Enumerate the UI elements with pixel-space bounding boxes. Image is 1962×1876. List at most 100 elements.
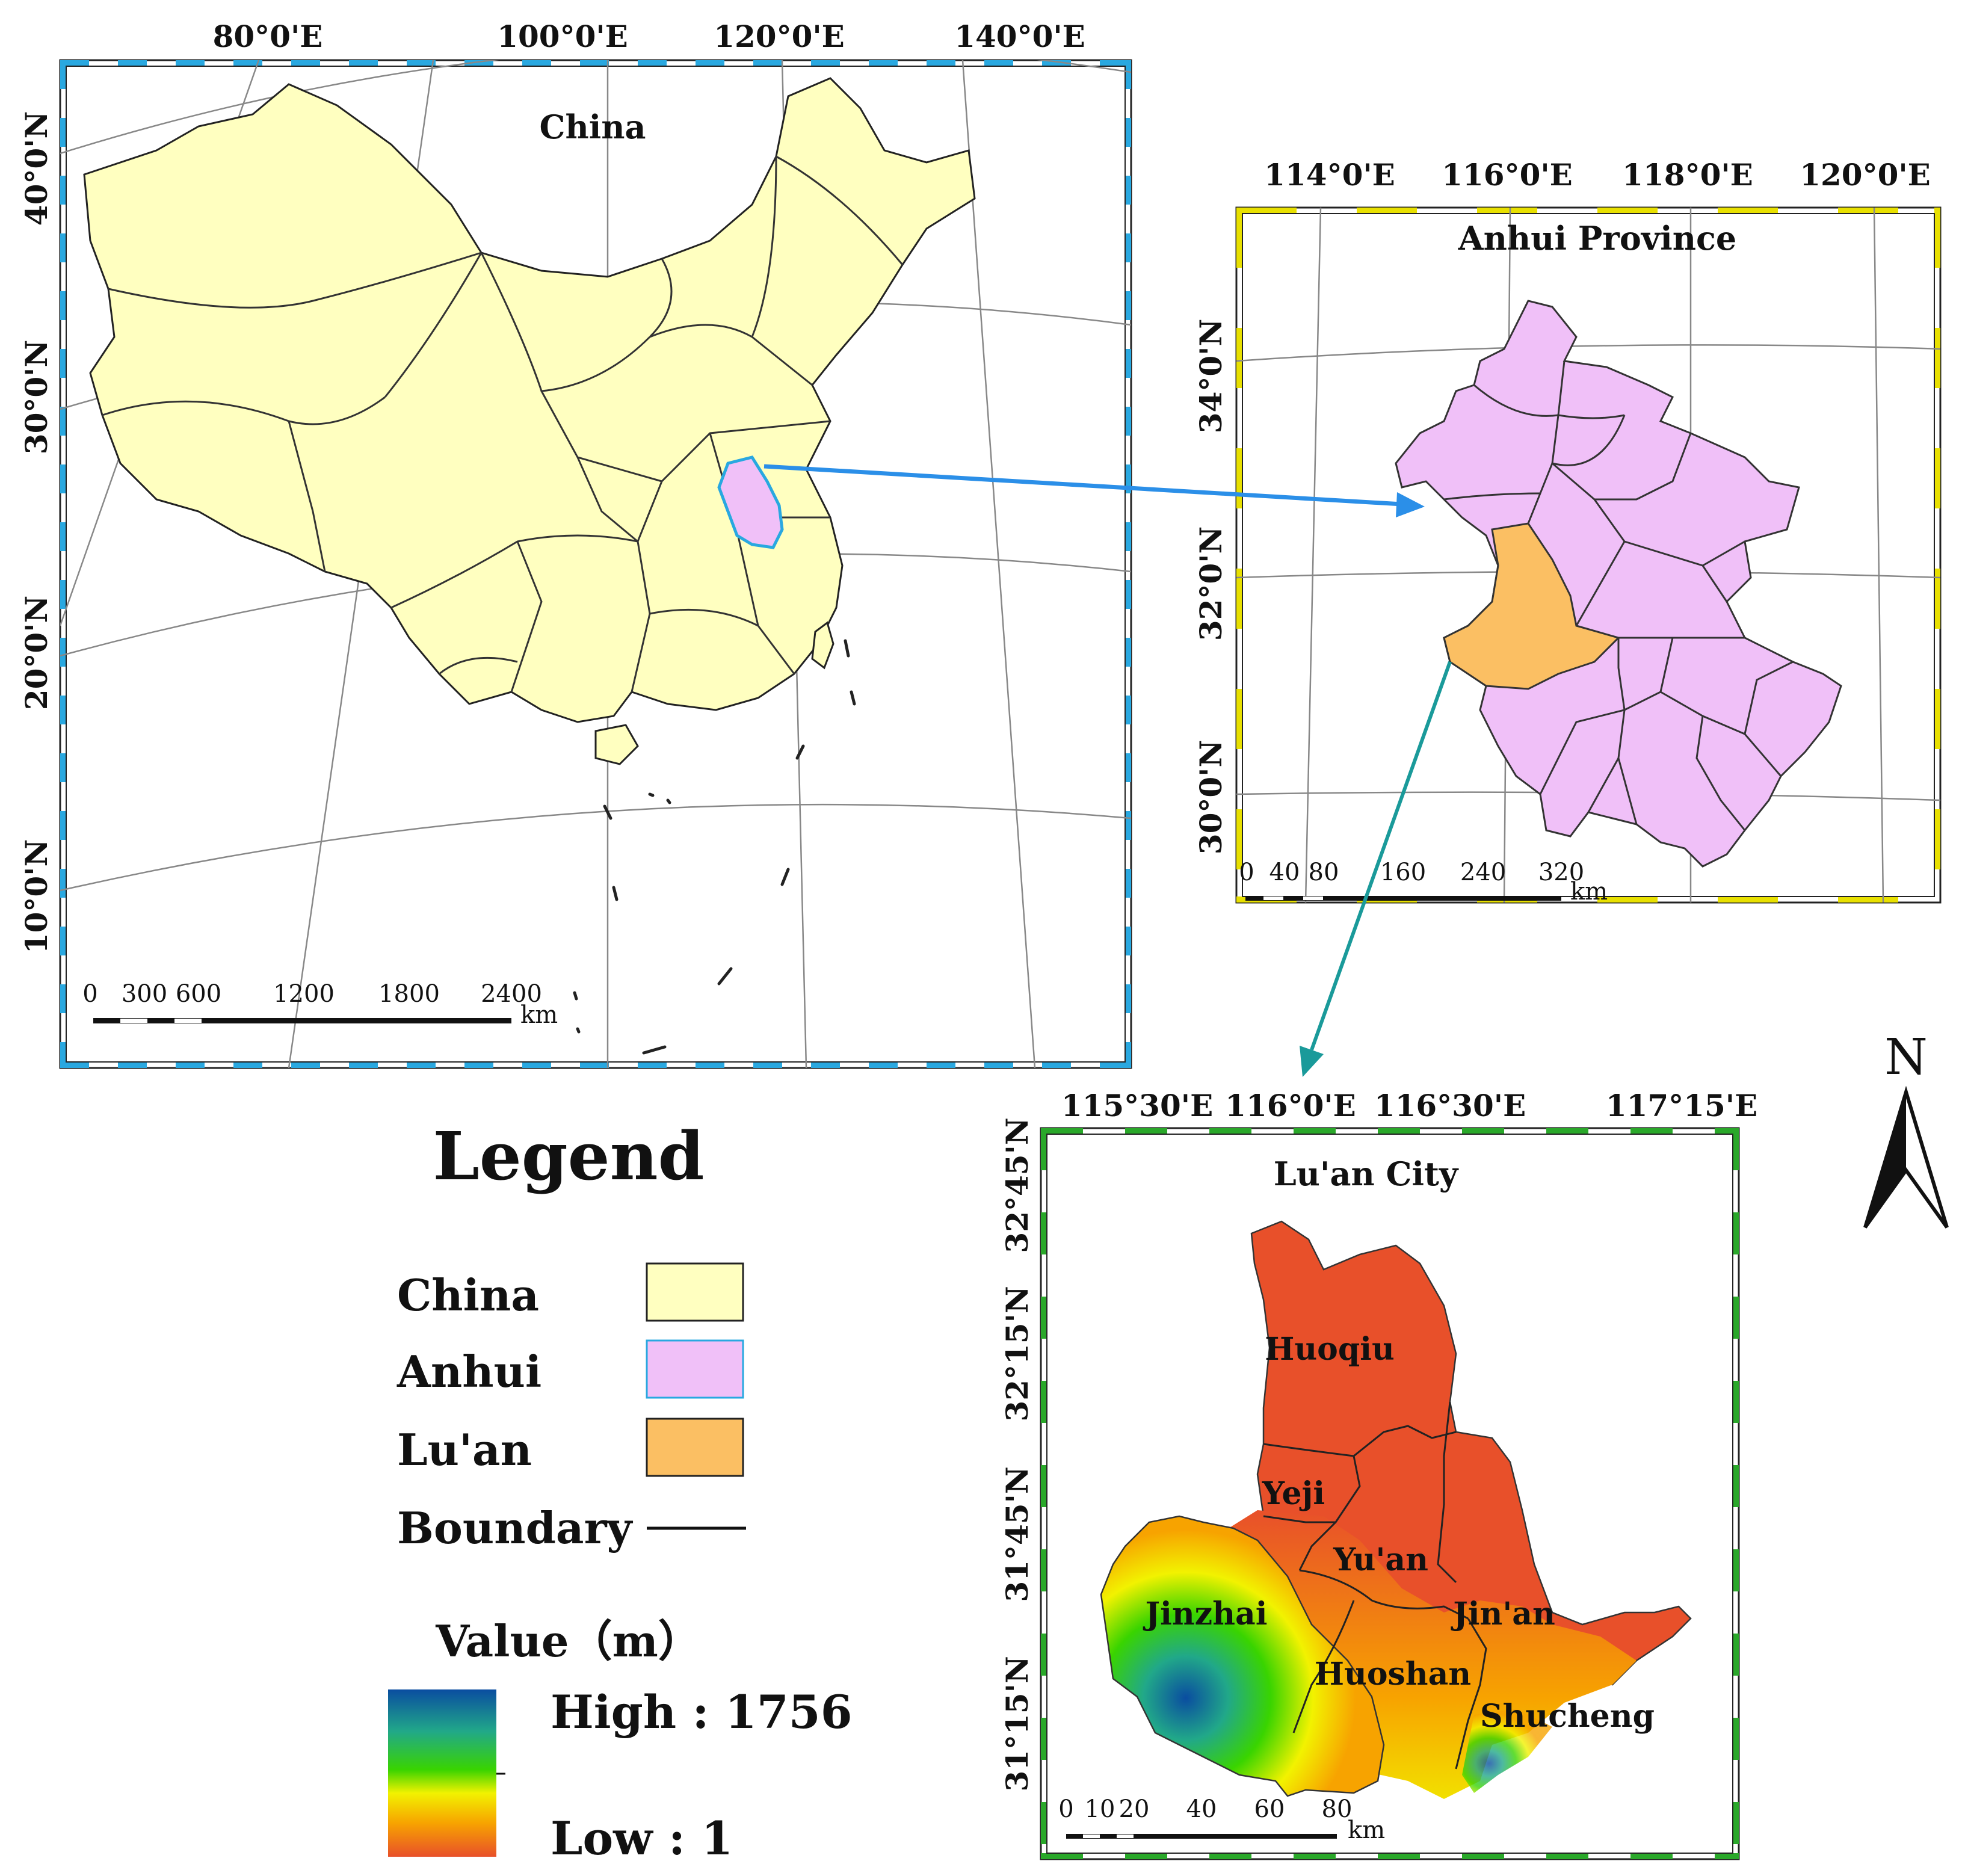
china-map-title: China — [539, 108, 646, 146]
frame-tick — [60, 349, 66, 378]
frame-tick — [1236, 569, 1242, 629]
anhui-frame-ticks — [1236, 208, 1940, 903]
luan-lon-label: 115°30'E — [1061, 1088, 1213, 1123]
frame-tick — [1041, 1128, 1047, 1170]
frame-tick — [638, 60, 667, 66]
frame-tick — [1718, 208, 1778, 214]
luan-scale-label: 40 — [1186, 1795, 1217, 1823]
frame-tick — [1041, 1549, 1047, 1591]
frame-tick — [1236, 208, 1242, 268]
anhui-city-boundaries — [1443, 360, 1794, 831]
south-china-sea-islands — [573, 639, 856, 1055]
frame-tick — [291, 1062, 320, 1068]
frame-tick — [291, 60, 320, 66]
county-label-jinan: Jin'an — [1451, 1596, 1555, 1632]
anhui-province-shape — [1395, 300, 1842, 868]
legend-title: Legend — [433, 1117, 704, 1195]
frame-tick — [1125, 638, 1131, 667]
luan-lat-label: 32°45'N — [999, 1117, 1035, 1253]
china-scale-label: 0 — [82, 980, 97, 1008]
frame-tick — [1718, 896, 1778, 903]
luan-lat-label: 31°15'N — [999, 1656, 1035, 1791]
anhui-scale-label: 0 — [1239, 859, 1254, 886]
anhui-lon-label: 116°0'E — [1442, 157, 1573, 193]
legend-item-label: Lu'an — [397, 1424, 532, 1475]
hainan-island — [594, 724, 639, 765]
frame-tick — [984, 1062, 1013, 1068]
legend-color-ramp — [388, 1689, 496, 1857]
frame-tick — [1125, 1853, 1167, 1859]
frame-tick — [1125, 869, 1131, 898]
china-lat-label: 30°0'N — [19, 340, 54, 454]
frame-tick — [811, 1062, 840, 1068]
luan-lon-label: 116°0'E — [1225, 1088, 1356, 1123]
county-label-huoqiu: Huoqiu — [1265, 1331, 1395, 1368]
frame-tick — [1630, 1128, 1673, 1134]
county-label-yeji: Yeji — [1262, 1475, 1325, 1512]
china-scale-bar: 0 300 600 1200 1800 2400 km — [82, 980, 558, 1029]
luan-lon-label: 117°15'E — [1606, 1088, 1757, 1123]
frame-tick — [696, 60, 724, 66]
frame-tick — [1597, 896, 1658, 903]
frame-tick — [1042, 60, 1071, 66]
china-scale-label: 1800 — [378, 980, 440, 1008]
frame-tick — [1733, 1381, 1739, 1423]
frame-tick — [1236, 448, 1242, 508]
luan-map-title: Lu'an City — [1274, 1155, 1459, 1193]
china-scale-label: 2400 — [481, 980, 542, 1008]
china-scale-unit: km — [520, 1001, 558, 1029]
frame-tick — [1462, 1128, 1504, 1134]
anhui-lon-label: 120°0'E — [1800, 157, 1931, 193]
anhui-scale-label: 160 — [1380, 859, 1426, 886]
county-label-yuan: Yu'an — [1333, 1541, 1428, 1578]
frame-tick — [522, 1062, 551, 1068]
frame-tick — [984, 60, 1013, 66]
frame-tick — [60, 580, 66, 609]
luan-lon-label: 116°30'E — [1374, 1088, 1526, 1123]
luan-terrain-mountains — [1100, 1515, 1385, 1797]
frame-tick — [1041, 1465, 1047, 1507]
frame-tick — [60, 869, 66, 898]
frame-tick — [696, 1062, 724, 1068]
taiwan-island — [811, 621, 834, 670]
frame-tick — [1125, 176, 1131, 205]
frame-tick — [1209, 1853, 1251, 1859]
frame-tick — [1125, 1042, 1131, 1068]
frame-tick — [176, 60, 205, 66]
frame-tick — [522, 60, 551, 66]
luan-lat-label: 31°45'N — [999, 1466, 1035, 1602]
luan-scale-label: 10 — [1085, 1795, 1115, 1823]
frame-tick — [1125, 291, 1131, 320]
frame-tick — [60, 464, 66, 493]
luan-scale-label: 20 — [1119, 1795, 1150, 1823]
frame-tick — [349, 60, 378, 66]
frame-tick — [1477, 208, 1537, 214]
frame-tick — [60, 176, 66, 205]
china-frame-ticks — [60, 60, 1131, 1068]
county-label-shucheng: Shucheng — [1480, 1698, 1655, 1735]
anhui-map-panel: Anhui Province 114°0'E 116°0'E 118°0'E 1… — [1193, 157, 1942, 906]
china-scale-label: 300 — [122, 980, 167, 1008]
frame-tick — [60, 522, 66, 551]
frame-tick — [60, 638, 66, 667]
frame-tick — [811, 60, 840, 66]
frame-tick — [1041, 1634, 1047, 1676]
frame-tick — [1236, 809, 1242, 869]
frame-tick — [927, 60, 955, 66]
frame-tick — [1125, 407, 1131, 436]
china-lon-label: 120°0'E — [714, 19, 845, 54]
frame-tick — [176, 1062, 205, 1068]
anhui-luan-highlight — [1443, 522, 1620, 690]
frame-tick — [1838, 208, 1898, 214]
china-lat-label: 40°0'N — [19, 111, 54, 226]
frame-tick — [869, 60, 898, 66]
luan-frame-ticks — [1041, 1128, 1739, 1859]
frame-tick — [1125, 118, 1131, 147]
frame-tick — [60, 753, 66, 782]
frame-tick — [407, 1062, 436, 1068]
frame-tick — [1041, 1802, 1047, 1844]
frame-tick — [1838, 896, 1898, 903]
china-scale-label: 600 — [176, 980, 221, 1008]
frame-tick — [1733, 1212, 1739, 1254]
